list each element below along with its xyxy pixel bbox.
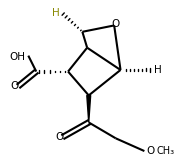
Text: OH: OH (9, 52, 25, 62)
Text: CH₃: CH₃ (156, 146, 174, 156)
Text: O: O (11, 81, 19, 91)
Text: H: H (154, 65, 162, 75)
Text: O: O (55, 132, 63, 142)
Text: O: O (146, 146, 154, 156)
Text: H: H (52, 8, 60, 18)
Polygon shape (87, 95, 91, 122)
Text: O: O (112, 19, 120, 28)
